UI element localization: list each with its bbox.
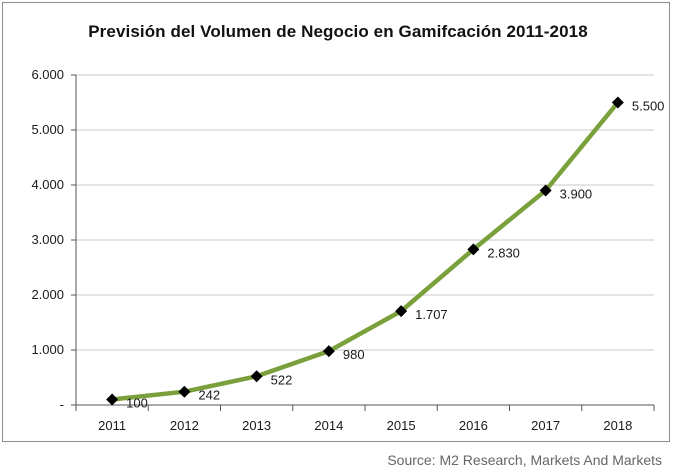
- data-point-marker: [539, 184, 552, 197]
- data-point-marker: [106, 393, 119, 406]
- data-point-marker: [322, 345, 335, 358]
- data-point-marker: [395, 305, 408, 318]
- y-tick-label: -: [60, 397, 64, 412]
- data-label: 242: [198, 388, 220, 403]
- data-label: 3.900: [560, 187, 593, 202]
- data-point-marker: [611, 96, 624, 109]
- x-tick-label: 2016: [459, 418, 488, 433]
- data-point-marker: [250, 370, 263, 383]
- x-tick-label: 2015: [387, 418, 416, 433]
- x-tick-label: 2011: [98, 418, 126, 433]
- data-label: 2.830: [487, 245, 520, 260]
- data-label: 5.500: [632, 99, 665, 114]
- x-tick-label: 2014: [314, 418, 343, 433]
- x-tick-label: 2013: [242, 418, 271, 433]
- x-tick-label: 2017: [531, 418, 560, 433]
- data-label: 1.707: [415, 307, 448, 322]
- y-tick-label: 4.000: [31, 177, 64, 192]
- chart-title: Previsión del Volumen de Negocio en Gami…: [88, 22, 588, 41]
- x-tick-label: 2018: [603, 418, 632, 433]
- x-tick-label: 2012: [170, 418, 199, 433]
- data-point-marker: [178, 385, 191, 398]
- y-tick-label: 6.000: [31, 67, 64, 82]
- y-tick-label: 2.000: [31, 287, 64, 302]
- data-label: 100: [126, 396, 148, 411]
- data-point-marker: [467, 243, 480, 256]
- source-text: Source: M2 Research, Markets And Markets: [387, 452, 662, 468]
- data-label: 522: [271, 372, 293, 387]
- y-tick-label: 3.000: [31, 232, 64, 247]
- series-line: [109, 100, 621, 402]
- y-tick-label: 5.000: [31, 122, 64, 137]
- data-label: 980: [343, 347, 365, 362]
- y-tick-label: 1.000: [31, 342, 64, 357]
